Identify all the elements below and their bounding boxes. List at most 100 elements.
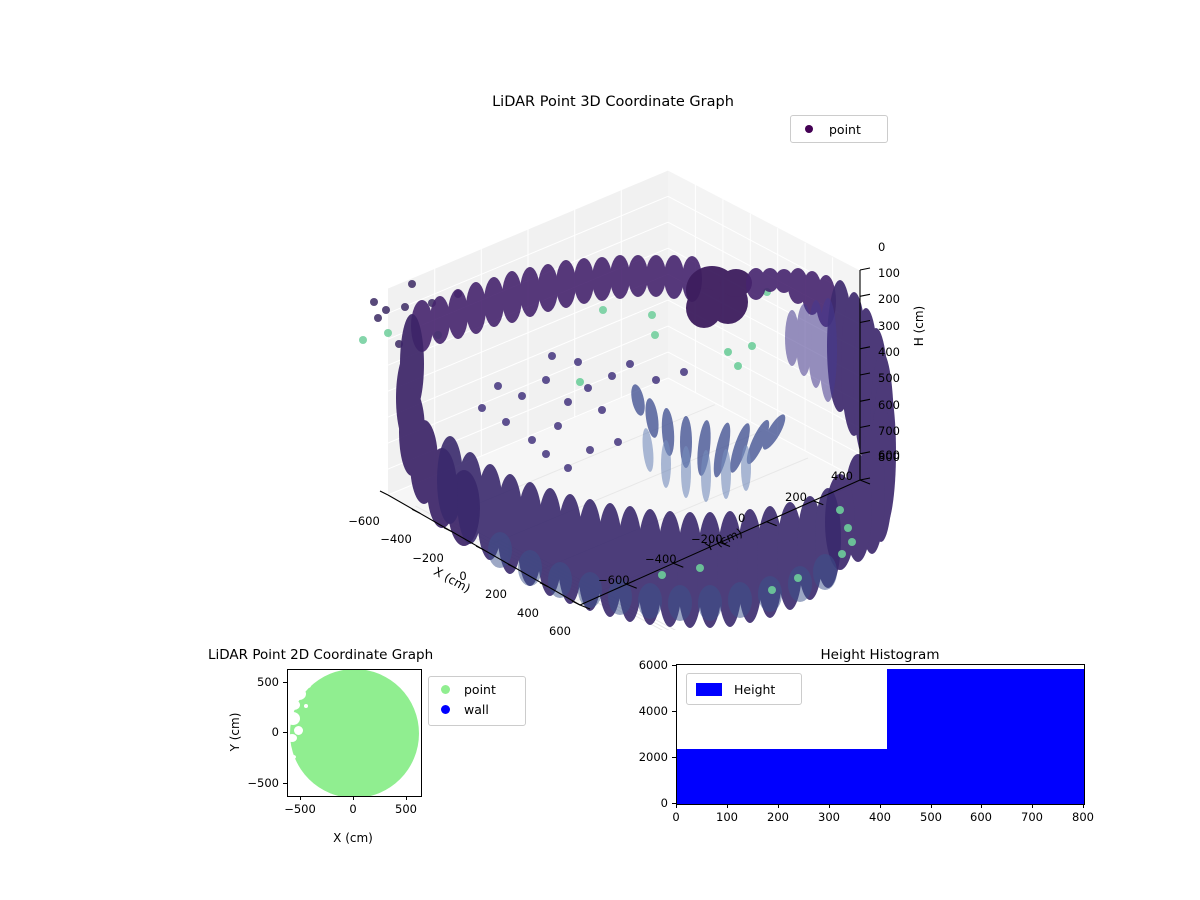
- scatter2d-legend[interactable]: point wall: [428, 676, 526, 726]
- ztick-label: 100: [878, 266, 900, 280]
- xtick-label: −500: [284, 802, 316, 816]
- ytick-label: 2000: [638, 750, 668, 764]
- ytick-label: −500: [247, 776, 279, 790]
- yaxis-ticks: [579, 479, 871, 610]
- xtick-label: −400: [380, 532, 412, 546]
- cluster-center-back: [686, 266, 752, 328]
- ytick-label: 500: [257, 675, 279, 689]
- point-marker-icon: [805, 125, 813, 133]
- ztick-label: 600: [878, 398, 900, 412]
- green-outliers: [576, 342, 856, 594]
- xtick-label: 0: [672, 810, 680, 824]
- xaxis-tick: [931, 804, 932, 808]
- xaxis-tick: [406, 796, 407, 800]
- yaxis-label: Y (cm): [228, 712, 242, 752]
- gap-region: [291, 755, 296, 759]
- yaxis-tick: [672, 665, 676, 666]
- ytick-label: 4000: [638, 704, 668, 718]
- legend-label: wall: [464, 701, 489, 717]
- legend-item-wall[interactable]: wall: [435, 699, 519, 719]
- histogram-bar: [887, 669, 1084, 804]
- ztick-label: 400: [878, 345, 900, 359]
- gap-region: [288, 700, 300, 710]
- cylinder-far-rim: [411, 255, 702, 352]
- xaxis-tick: [981, 804, 982, 808]
- legend-item-height[interactable]: Height: [692, 674, 796, 704]
- xaxis-label: X (cm): [333, 831, 373, 845]
- wall-marker-icon: [441, 704, 450, 714]
- point-cloud-disk: [290, 670, 419, 796]
- xtick-label: 500: [920, 810, 942, 824]
- scatter2d-title: LiDAR Point 2D Coordinate Graph: [208, 647, 434, 663]
- legend-label: Height: [734, 681, 776, 697]
- ytick-label: −600: [598, 573, 630, 587]
- gap-region: [306, 683, 311, 688]
- xtick-label: 200: [485, 587, 507, 601]
- xtick-label: 400: [869, 810, 891, 824]
- gap-region: [288, 676, 308, 692]
- floor-streaks: [631, 384, 786, 502]
- xaxis-tick: [880, 804, 881, 808]
- legend-label: point: [464, 681, 496, 697]
- ytick-label: 200: [785, 490, 807, 504]
- xaxis-tick: [676, 804, 677, 808]
- xaxis-tick: [829, 804, 830, 808]
- xtick-label: 400: [517, 606, 539, 620]
- yaxis-tick: [283, 732, 287, 733]
- yaxis-tick: [283, 682, 287, 683]
- gap-region: [288, 712, 300, 725]
- histogram-bar: [677, 749, 887, 804]
- gap-region: [288, 734, 297, 742]
- scatter2d-plot-area[interactable]: [287, 669, 422, 797]
- ytick-label: 0: [660, 796, 668, 810]
- ztick-label: 800: [878, 450, 900, 464]
- ytick-label: 6000: [638, 658, 668, 672]
- ytick-label: −200: [691, 532, 723, 546]
- ztick-label: 0: [878, 240, 886, 254]
- gap-region: [304, 704, 308, 708]
- xtick-label: 600: [549, 624, 571, 638]
- gap-region: [292, 688, 306, 700]
- point-marker-icon: [441, 684, 450, 694]
- legend-item-point[interactable]: point: [799, 116, 879, 142]
- scatter3d-title: LiDAR Point 3D Coordinate Graph: [492, 94, 734, 110]
- scatter3d-legend[interactable]: point: [790, 115, 888, 143]
- yaxis-tick: [672, 757, 676, 758]
- xaxis-tick: [1032, 804, 1033, 808]
- ztick-label: 200: [878, 292, 900, 306]
- xtick-label: 100: [716, 810, 738, 824]
- histogram-plot-area[interactable]: [676, 664, 1085, 805]
- scatter3d-plot-area[interactable]: −600 −400 −200 0 200 400 600 600 400 200…: [300, 150, 940, 638]
- xtick-label: 700: [1021, 810, 1043, 824]
- legend-item-point[interactable]: point: [435, 679, 519, 699]
- xaxis-tick: [300, 796, 301, 800]
- yaxis-tick: [283, 783, 287, 784]
- xaxis-tick: [727, 804, 728, 808]
- zaxis-ticks: [859, 267, 871, 481]
- interior-speckle: [478, 352, 688, 472]
- ytick-label: 0: [271, 725, 279, 739]
- yaxis-tick: [672, 711, 676, 712]
- ytick-label: 0: [738, 511, 746, 525]
- height-swatch-icon: [696, 682, 722, 696]
- xaxis-tick: [1083, 804, 1084, 808]
- xaxis-tick: [778, 804, 779, 808]
- xtick-label: 200: [767, 810, 789, 824]
- xtick-label: 0: [349, 802, 357, 816]
- ztick-label: 700: [878, 424, 900, 438]
- cylinder-right-face: [785, 280, 896, 570]
- xaxis-tick: [353, 796, 354, 800]
- xtick-label: 600: [970, 810, 992, 824]
- xaxis-ticks: [379, 490, 581, 606]
- xtick-label: 300: [818, 810, 840, 824]
- xtick-label: −200: [412, 551, 444, 565]
- ztick-label: 500: [878, 371, 900, 385]
- scatter3d-points: [359, 255, 896, 628]
- xtick-label: −600: [348, 514, 380, 528]
- xtick-label: 500: [395, 802, 417, 816]
- ztick-label: 300: [878, 319, 900, 333]
- ytick-label: 400: [831, 469, 853, 483]
- histogram-title: Height Histogram: [820, 647, 940, 663]
- histogram-legend[interactable]: Height: [686, 673, 802, 705]
